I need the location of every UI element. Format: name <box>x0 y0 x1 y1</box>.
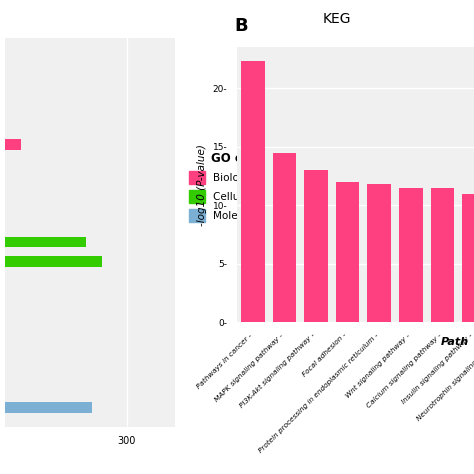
Text: KEG: KEG <box>322 12 351 26</box>
Bar <box>5 256 102 267</box>
Bar <box>273 153 296 322</box>
Bar <box>399 188 423 322</box>
Bar <box>5 402 92 412</box>
Bar <box>304 170 328 322</box>
Text: B: B <box>235 17 248 35</box>
Y-axis label: -log10 (P-value): -log10 (P-value) <box>197 144 207 226</box>
Bar <box>241 62 264 322</box>
Bar <box>367 184 391 322</box>
Bar <box>5 139 21 150</box>
Bar <box>5 237 86 247</box>
Bar <box>430 188 454 322</box>
Legend: Biological process, Cellular component, Molecular function: Biological process, Cellular component, … <box>189 152 316 222</box>
Bar <box>336 182 359 322</box>
Bar <box>462 194 474 322</box>
Text: Path: Path <box>441 337 469 346</box>
